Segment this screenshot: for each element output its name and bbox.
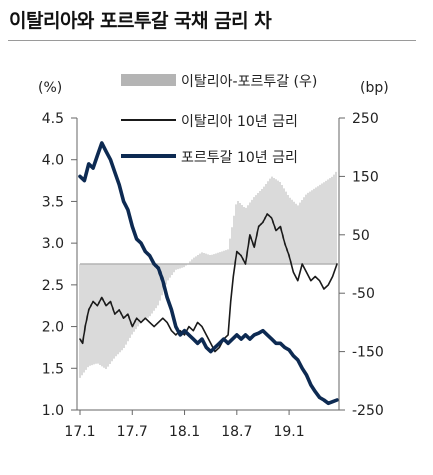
right-unit-label: (bp)	[360, 80, 389, 96]
spread-bars	[79, 171, 337, 378]
left-tick-label: 4.5	[42, 111, 64, 127]
x-axis-ticks: 17.1 17.7 18.1 18.7 19.1	[64, 410, 305, 440]
left-tick-label: 3.5	[42, 194, 64, 210]
right-axis-ticks: 250 150 50 -50 -150 -250	[339, 111, 384, 419]
left-tick-label: 1.0	[42, 403, 64, 419]
right-tick-label: -250	[352, 403, 384, 419]
rate-lines	[78, 141, 339, 406]
x-tick-label: 18.1	[169, 424, 200, 440]
portugal-rate-line	[78, 141, 339, 406]
right-tick-label: 250	[352, 111, 379, 127]
right-tick-label: -150	[352, 345, 384, 361]
x-tick-label: 17.7	[117, 424, 148, 440]
x-tick-label: 19.1	[273, 424, 304, 440]
chart-title: 이탈리아와 포르투갈 국채 금리 차	[9, 10, 272, 32]
right-tick-label: -50	[352, 286, 375, 302]
legend: 이탈리아-포르투갈 (우) 이탈리아 10년 금리 포르투갈 10년 금리	[121, 74, 317, 166]
left-unit-label: (%)	[38, 80, 62, 96]
x-tick-label: 17.1	[64, 424, 95, 440]
left-tick-label: 2.5	[42, 278, 64, 294]
left-axis-ticks: 4.5 4.0 3.5 3.0 2.5 2.0 1.5 1.0	[42, 111, 77, 419]
x-tick-label: 18.7	[221, 424, 252, 440]
legend-swatch-spread	[121, 74, 176, 86]
left-tick-label: 3.0	[42, 236, 64, 252]
legend-label-portugal: 포르투갈 10년 금리	[181, 150, 298, 166]
legend-label-italy: 이탈리아 10년 금리	[181, 114, 298, 130]
left-tick-label: 1.5	[42, 361, 64, 377]
left-tick-label: 2.0	[42, 320, 64, 336]
left-tick-label: 4.0	[42, 153, 64, 169]
right-tick-label: 150	[352, 169, 379, 185]
legend-label-spread: 이탈리아-포르투갈 (우)	[181, 74, 317, 90]
title-divider	[8, 40, 416, 41]
italy-rate-line	[79, 213, 338, 353]
right-tick-label: 50	[352, 228, 370, 244]
